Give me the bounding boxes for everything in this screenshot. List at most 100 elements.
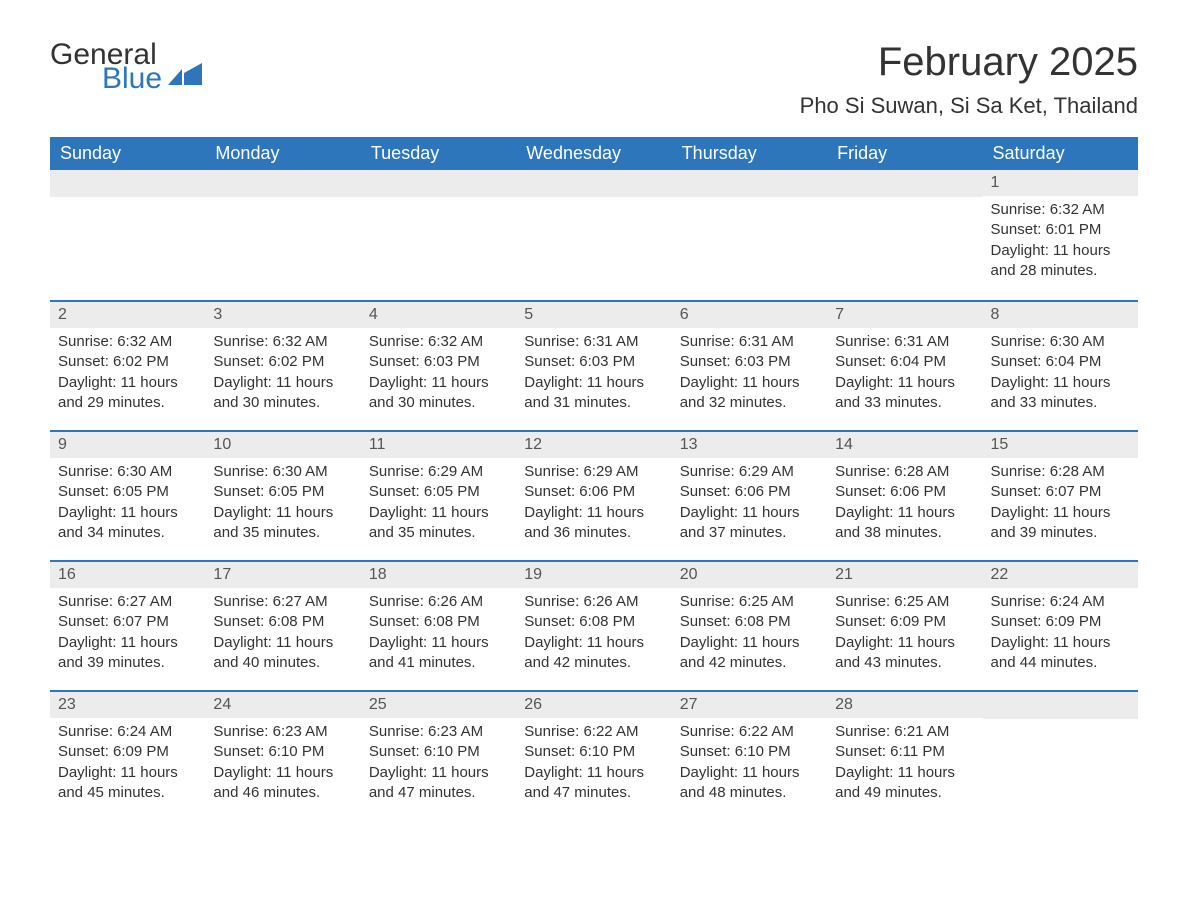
day-cell: 1Sunrise: 6:32 AMSunset: 6:01 PMDaylight… <box>983 170 1138 300</box>
daylight-line: and 41 minutes. <box>369 653 508 673</box>
sunrise-line: Sunrise: 6:23 AM <box>369 722 508 742</box>
daylight-line: and 28 minutes. <box>991 261 1130 281</box>
day-body: Sunrise: 6:32 AMSunset: 6:02 PMDaylight:… <box>205 328 360 423</box>
daylight-line: Daylight: 11 hours <box>369 633 508 653</box>
sunrise-line: Sunrise: 6:25 AM <box>680 592 819 612</box>
day-number: 25 <box>361 692 516 718</box>
day-number: 17 <box>205 562 360 588</box>
empty-day-number <box>827 170 982 197</box>
day-body: Sunrise: 6:26 AMSunset: 6:08 PMDaylight:… <box>361 588 516 683</box>
sunrise-line: Sunrise: 6:31 AM <box>524 332 663 352</box>
week-row: 1Sunrise: 6:32 AMSunset: 6:01 PMDaylight… <box>50 170 1138 300</box>
day-cell: 4Sunrise: 6:32 AMSunset: 6:03 PMDaylight… <box>361 302 516 430</box>
day-body: Sunrise: 6:31 AMSunset: 6:03 PMDaylight:… <box>516 328 671 423</box>
daylight-line: and 47 minutes. <box>369 783 508 803</box>
week-row: 9Sunrise: 6:30 AMSunset: 6:05 PMDaylight… <box>50 430 1138 560</box>
empty-day-cell <box>827 170 982 300</box>
empty-day-number <box>516 170 671 197</box>
sunrise-line: Sunrise: 6:26 AM <box>524 592 663 612</box>
empty-day-number <box>50 170 205 197</box>
empty-day-number <box>205 170 360 197</box>
daylight-line: and 37 minutes. <box>680 523 819 543</box>
day-cell: 5Sunrise: 6:31 AMSunset: 6:03 PMDaylight… <box>516 302 671 430</box>
daylight-line: and 45 minutes. <box>58 783 197 803</box>
day-body: Sunrise: 6:30 AMSunset: 6:05 PMDaylight:… <box>205 458 360 553</box>
daylight-line: Daylight: 11 hours <box>524 503 663 523</box>
day-number: 18 <box>361 562 516 588</box>
day-number: 26 <box>516 692 671 718</box>
sunrise-line: Sunrise: 6:26 AM <box>369 592 508 612</box>
daylight-line: Daylight: 11 hours <box>213 633 352 653</box>
sunset-line: Sunset: 6:03 PM <box>524 352 663 372</box>
sunset-line: Sunset: 6:10 PM <box>524 742 663 762</box>
sunset-line: Sunset: 6:03 PM <box>680 352 819 372</box>
empty-day-cell <box>361 170 516 300</box>
day-body: Sunrise: 6:31 AMSunset: 6:04 PMDaylight:… <box>827 328 982 423</box>
daylight-line: and 36 minutes. <box>524 523 663 543</box>
daylight-line: and 39 minutes. <box>991 523 1130 543</box>
day-body: Sunrise: 6:28 AMSunset: 6:07 PMDaylight:… <box>983 458 1138 553</box>
sunset-line: Sunset: 6:08 PM <box>213 612 352 632</box>
day-number: 11 <box>361 432 516 458</box>
day-number: 20 <box>672 562 827 588</box>
daylight-line: Daylight: 11 hours <box>680 633 819 653</box>
day-number: 10 <box>205 432 360 458</box>
empty-day-number <box>983 692 1138 719</box>
day-body: Sunrise: 6:23 AMSunset: 6:10 PMDaylight:… <box>361 718 516 813</box>
day-number: 23 <box>50 692 205 718</box>
day-number: 15 <box>983 432 1138 458</box>
sunset-line: Sunset: 6:05 PM <box>58 482 197 502</box>
empty-day-cell <box>983 692 1138 820</box>
empty-day-number <box>672 170 827 197</box>
day-number: 6 <box>672 302 827 328</box>
sunrise-line: Sunrise: 6:24 AM <box>991 592 1130 612</box>
day-body: Sunrise: 6:24 AMSunset: 6:09 PMDaylight:… <box>50 718 205 813</box>
dow-monday: Monday <box>205 137 360 170</box>
daylight-line: Daylight: 11 hours <box>835 763 974 783</box>
daylight-line: Daylight: 11 hours <box>369 503 508 523</box>
day-cell: 18Sunrise: 6:26 AMSunset: 6:08 PMDayligh… <box>361 562 516 690</box>
empty-day-cell <box>516 170 671 300</box>
sunset-line: Sunset: 6:03 PM <box>369 352 508 372</box>
day-number: 14 <box>827 432 982 458</box>
day-cell: 23Sunrise: 6:24 AMSunset: 6:09 PMDayligh… <box>50 692 205 820</box>
calendar: SundayMondayTuesdayWednesdayThursdayFrid… <box>50 137 1138 820</box>
day-cell: 25Sunrise: 6:23 AMSunset: 6:10 PMDayligh… <box>361 692 516 820</box>
daylight-line: and 38 minutes. <box>835 523 974 543</box>
day-number: 16 <box>50 562 205 588</box>
sunrise-line: Sunrise: 6:24 AM <box>58 722 197 742</box>
flag-icon <box>168 63 202 90</box>
sunset-line: Sunset: 6:08 PM <box>524 612 663 632</box>
day-cell: 14Sunrise: 6:28 AMSunset: 6:06 PMDayligh… <box>827 432 982 560</box>
day-number: 22 <box>983 562 1138 588</box>
day-number: 24 <box>205 692 360 718</box>
sunrise-line: Sunrise: 6:31 AM <box>680 332 819 352</box>
dow-wednesday: Wednesday <box>516 137 671 170</box>
day-body: Sunrise: 6:32 AMSunset: 6:02 PMDaylight:… <box>50 328 205 423</box>
sunrise-line: Sunrise: 6:29 AM <box>369 462 508 482</box>
sunrise-line: Sunrise: 6:29 AM <box>524 462 663 482</box>
day-cell: 7Sunrise: 6:31 AMSunset: 6:04 PMDaylight… <box>827 302 982 430</box>
dow-sunday: Sunday <box>50 137 205 170</box>
daylight-line: and 43 minutes. <box>835 653 974 673</box>
sunset-line: Sunset: 6:08 PM <box>369 612 508 632</box>
daylight-line: Daylight: 11 hours <box>58 373 197 393</box>
sunrise-line: Sunrise: 6:32 AM <box>369 332 508 352</box>
day-number: 1 <box>983 170 1138 196</box>
sunset-line: Sunset: 6:06 PM <box>680 482 819 502</box>
day-number: 19 <box>516 562 671 588</box>
empty-day-number <box>361 170 516 197</box>
day-cell: 20Sunrise: 6:25 AMSunset: 6:08 PMDayligh… <box>672 562 827 690</box>
sunset-line: Sunset: 6:09 PM <box>991 612 1130 632</box>
daylight-line: and 29 minutes. <box>58 393 197 413</box>
sunrise-line: Sunrise: 6:22 AM <box>524 722 663 742</box>
sunset-line: Sunset: 6:06 PM <box>524 482 663 502</box>
day-cell: 3Sunrise: 6:32 AMSunset: 6:02 PMDaylight… <box>205 302 360 430</box>
daylight-line: Daylight: 11 hours <box>58 763 197 783</box>
day-cell: 13Sunrise: 6:29 AMSunset: 6:06 PMDayligh… <box>672 432 827 560</box>
day-body: Sunrise: 6:29 AMSunset: 6:06 PMDaylight:… <box>516 458 671 553</box>
daylight-line: and 48 minutes. <box>680 783 819 803</box>
weeks-container: 1Sunrise: 6:32 AMSunset: 6:01 PMDaylight… <box>50 170 1138 820</box>
sunset-line: Sunset: 6:11 PM <box>835 742 974 762</box>
daylight-line: Daylight: 11 hours <box>680 503 819 523</box>
